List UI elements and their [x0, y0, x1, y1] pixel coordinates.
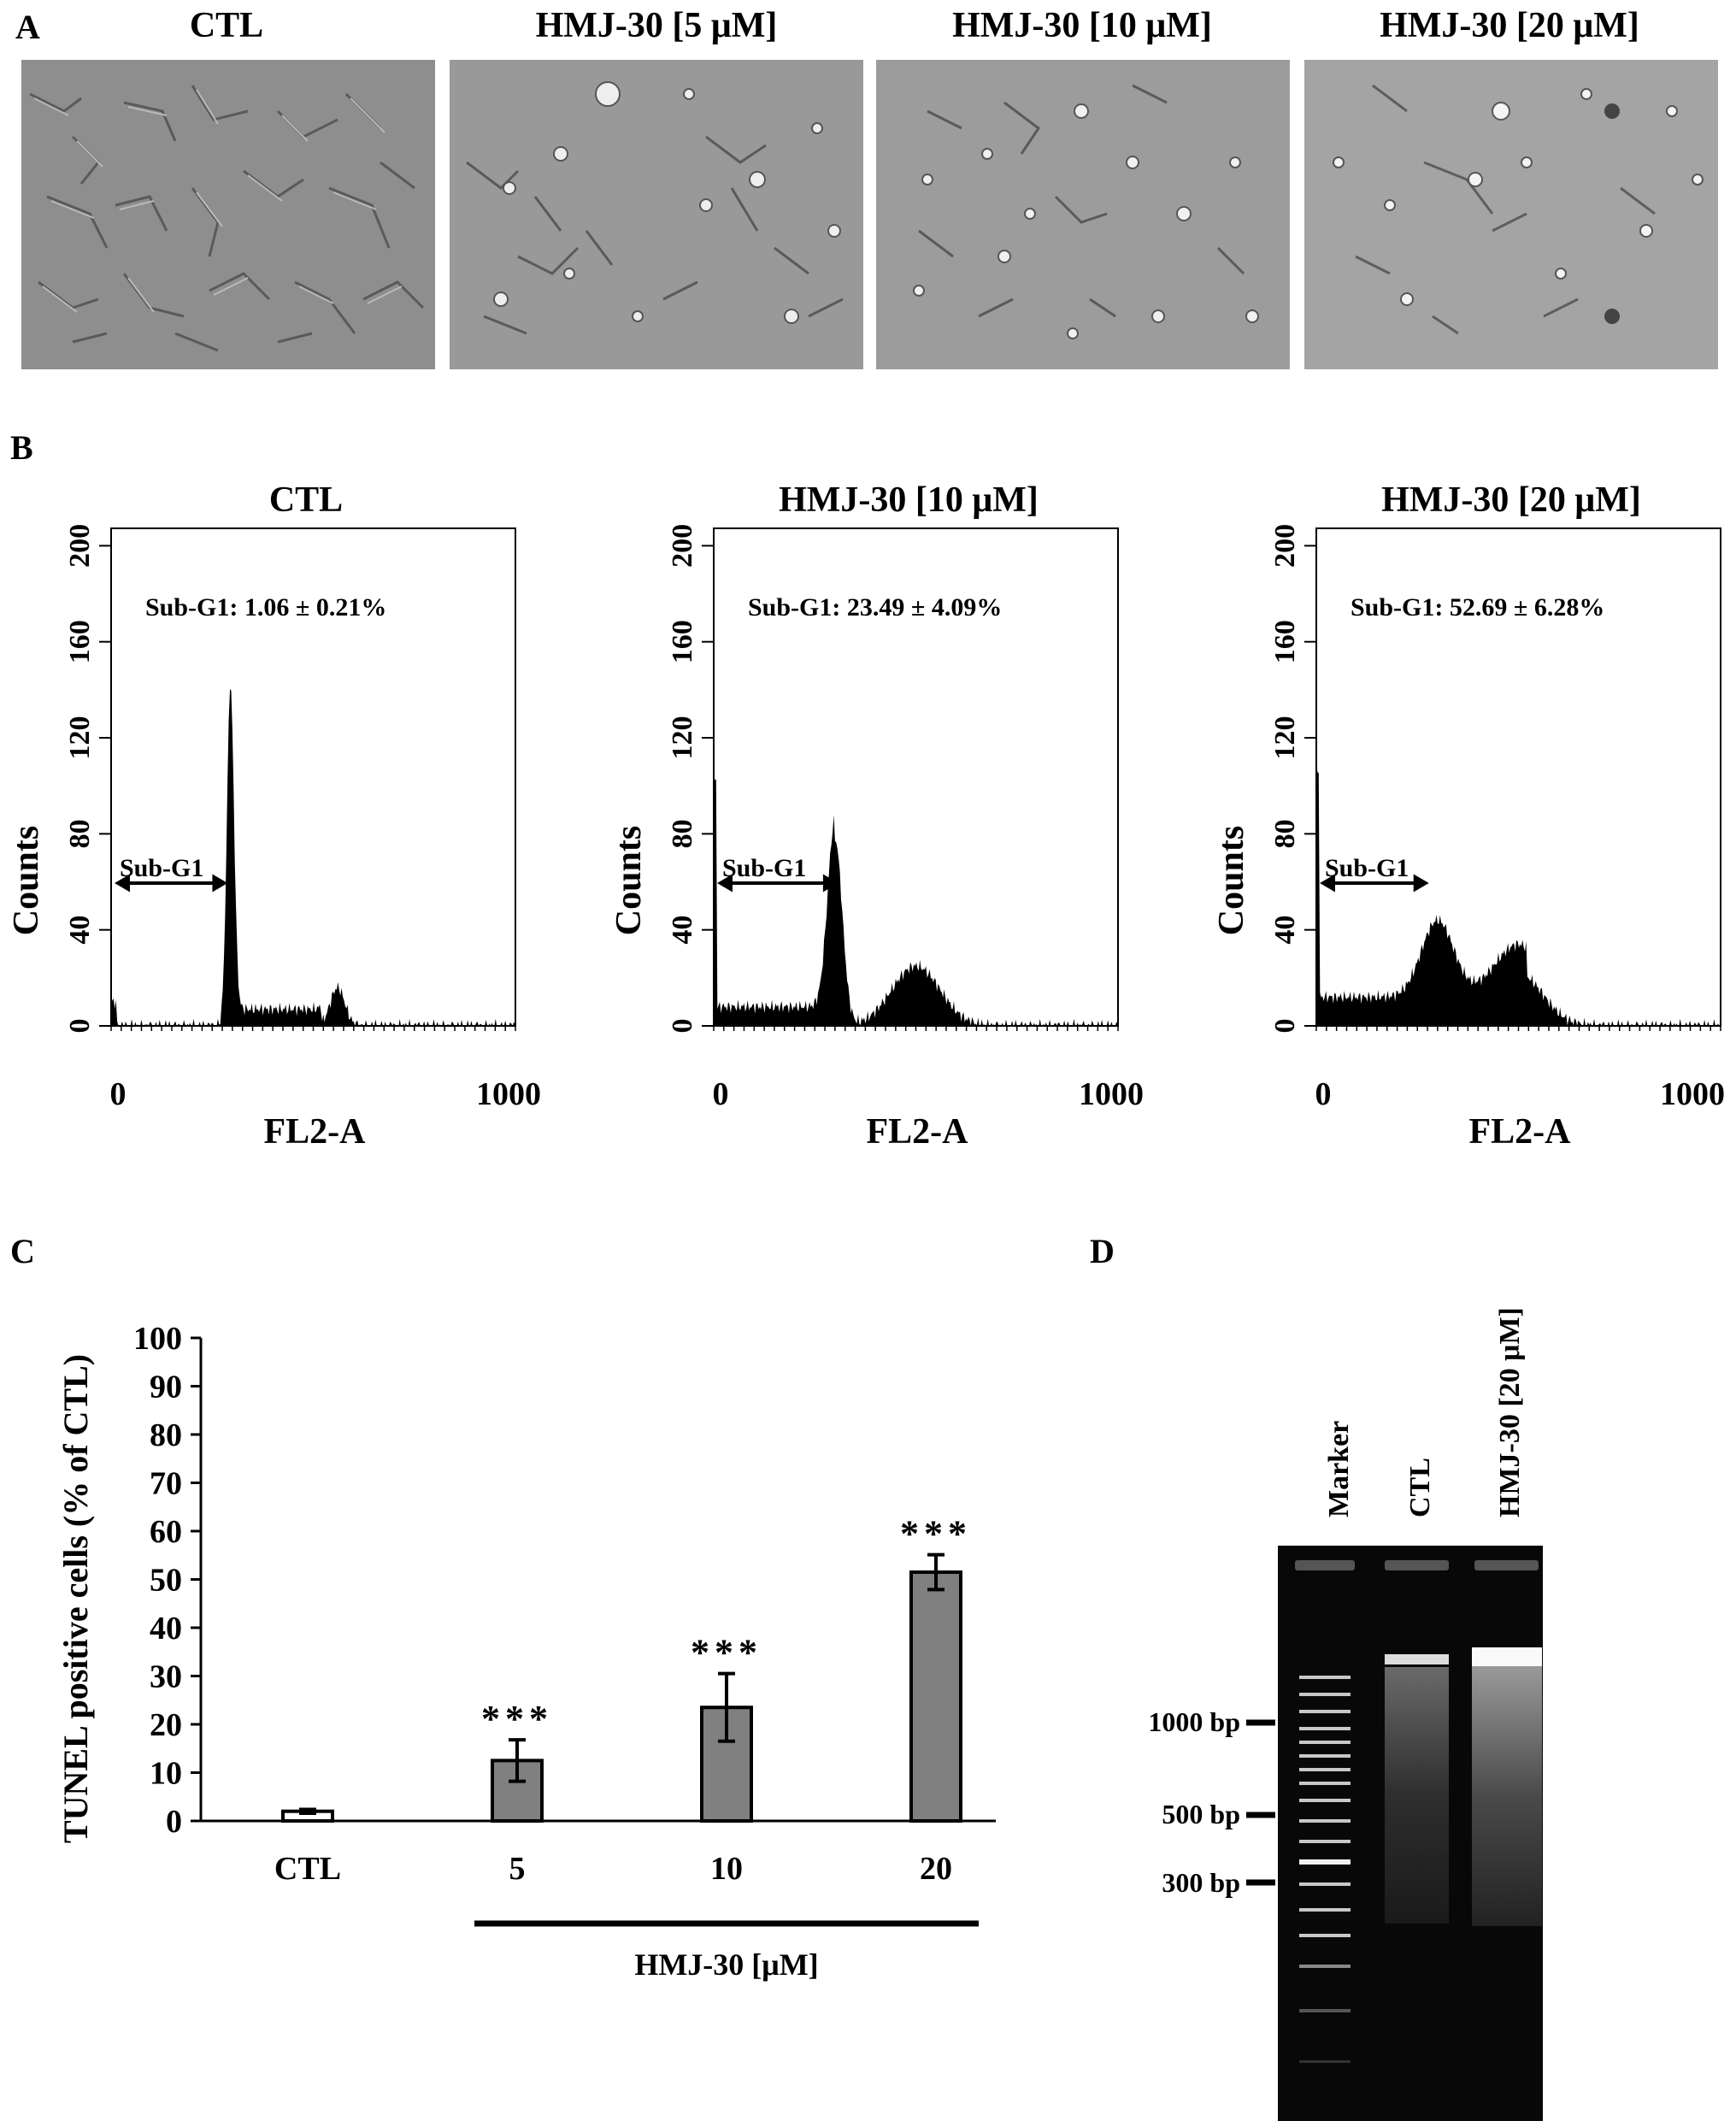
bar-chart-ytick-label: 70 [150, 1466, 182, 1502]
bar-category-label: 5 [509, 1851, 526, 1887]
bar-chart-ytick-label: 0 [166, 1804, 182, 1840]
bar-chart-ytick-label: 10 [150, 1756, 182, 1792]
hist-ytick-label: 120 [667, 716, 698, 760]
hist-ytick-label: 160 [64, 620, 96, 663]
bar-chart-ylabel: TUNEL positive cells (% of CTL) [56, 1354, 95, 1843]
tunel-bar-chart: TUNEL positive cells (% of CTL) 0 10 20 30 4… [56, 1321, 996, 1982]
hmj30-genomic-band [1472, 1647, 1542, 1666]
gate-label: Sub-G1 [1325, 854, 1409, 882]
panel-c-label: C [10, 1232, 35, 1270]
hist-ytick-label: 160 [667, 620, 698, 663]
hist-xtick-1000: 1000 [1660, 1076, 1725, 1112]
sub-g1-gate-arrow [115, 874, 228, 893]
panel-a-title-ctl: CTL [189, 6, 264, 45]
hist-ytick-label: 40 [64, 916, 96, 945]
bar-chart-ytick-label: 80 [150, 1417, 182, 1453]
hist-ytick-label: 200 [64, 524, 96, 568]
bar-category-label: CTL [274, 1851, 341, 1887]
hist-xlabel: FL2-A [264, 1112, 367, 1152]
panel-a-title-5um: HMJ-30 [5 μM] [535, 6, 778, 45]
hist-ytick-label: 40 [667, 916, 698, 945]
gate-label: Sub-G1 [120, 854, 203, 882]
hist-frame [110, 527, 516, 1027]
bp-label-300: 300 bp [1162, 1867, 1240, 1898]
hmj30-lane-smear [1472, 1665, 1542, 1926]
hist-annotation: Sub-G1: 23.49 ± 4.09% [748, 593, 1002, 622]
ctl-genomic-band [1385, 1654, 1449, 1664]
histogram-area [1316, 762, 1721, 1026]
micrograph-5um [450, 60, 863, 369]
micrograph-ctl [21, 60, 435, 369]
hist-xtick-1000: 1000 [476, 1076, 541, 1112]
hist-ylabel: Counts [1212, 826, 1251, 935]
sub-g1-gate-arrow [717, 874, 839, 893]
panel-a-label: A [15, 8, 40, 46]
dna-gel: Marker CTL HMJ-30 [20 μM] 1000 bp 500 bp… [1148, 1307, 1543, 2121]
hist-annotation: Sub-G1: 1.06 ± 0.21% [145, 593, 386, 622]
bp-label-1000: 1000 bp [1148, 1706, 1240, 1737]
hist-annotation: Sub-G1: 52.69 ± 6.28% [1351, 593, 1604, 622]
bar-category-label: 10 [710, 1851, 743, 1887]
hist-ytick-label: 120 [1269, 716, 1301, 760]
lane-label-marker: Marker [1323, 1421, 1355, 1517]
hist-ytick-label: 120 [64, 716, 96, 760]
hist-ylabel: Counts [609, 826, 649, 935]
flow-histogram-10um: HMJ-30 [10 μM] Counts FL2-A 0 1000 Sub-G… [609, 480, 1144, 1152]
bar-chart-ytick-label: 50 [150, 1563, 182, 1599]
hist-ytick-label: 200 [667, 524, 698, 568]
ctl-lane-smear [1385, 1667, 1449, 1924]
gate-label: Sub-G1 [722, 854, 806, 882]
bar-chart-ytick-label: 20 [150, 1707, 182, 1743]
bar-chart-ytick-label: 40 [150, 1611, 182, 1647]
hist-ylabel: Counts [7, 826, 46, 935]
bar-category-label: 20 [920, 1851, 952, 1887]
treatment-group-label: HMJ-30 [μM] [634, 1947, 818, 1982]
hist-ytick-label: 80 [1269, 819, 1301, 848]
significance-marker: *** [481, 1698, 553, 1740]
hist-ytick-label: 0 [64, 1019, 96, 1034]
bar-chart-ytick-label: 30 [150, 1659, 182, 1695]
hist-xlabel: FL2-A [1469, 1112, 1572, 1152]
hist-title: CTL [269, 480, 343, 520]
hist-title: HMJ-30 [20 μM] [1381, 480, 1641, 520]
lane-label-hmj30-20um: HMJ-30 [20 μM] [1494, 1307, 1526, 1517]
hist-ytick-label: 0 [667, 1019, 698, 1034]
micrograph-10um [876, 60, 1290, 369]
panel-a-title-20um: HMJ-30 [20 μM] [1380, 6, 1639, 45]
hist-xtick-0: 0 [713, 1076, 729, 1112]
hist-ytick-label: 40 [1269, 916, 1301, 945]
significance-marker: *** [900, 1513, 972, 1555]
panel-d-label: D [1090, 1232, 1115, 1270]
hist-ytick-label: 80 [667, 819, 698, 848]
panel-b-label: B [10, 428, 33, 467]
bar-chart-ytick-label: 100 [133, 1321, 182, 1357]
marker-ladder [1299, 1676, 1351, 2063]
hist-frame [1315, 527, 1721, 1027]
bar-chart-ytick-label: 60 [150, 1514, 182, 1550]
hist-frame [713, 527, 1119, 1027]
micrograph-20um [1304, 60, 1718, 369]
panel-a-title-10um: HMJ-30 [10 μM] [952, 6, 1212, 45]
hist-title: HMJ-30 [10 μM] [779, 480, 1039, 520]
bp-label-500: 500 bp [1162, 1799, 1240, 1829]
hist-ytick-label: 0 [1269, 1019, 1301, 1034]
histogram-area [714, 772, 1118, 1026]
flow-histogram-ctl: CTL Counts FL2-A 0 1000 Sub-G1: 1.06 ± 0… [7, 480, 541, 1152]
hist-xtick-0: 0 [1315, 1076, 1332, 1112]
flow-histogram-20um: HMJ-30 [20 μM] Counts FL2-A 0 1000 Sub-G… [1212, 480, 1725, 1152]
hist-xlabel: FL2-A [867, 1112, 969, 1152]
hist-ytick-label: 200 [1269, 524, 1301, 568]
hist-ytick-label: 160 [1269, 620, 1301, 663]
hist-xtick-0: 0 [110, 1076, 127, 1112]
bar-chart-ytick-label: 90 [150, 1370, 182, 1405]
hist-ytick-label: 80 [64, 819, 96, 848]
lane-label-ctl: CTL [1404, 1458, 1436, 1517]
bar [909, 1570, 962, 1823]
hist-xtick-1000: 1000 [1079, 1076, 1144, 1112]
sub-g1-gate-arrow [1320, 874, 1429, 893]
significance-marker: *** [691, 1632, 762, 1674]
